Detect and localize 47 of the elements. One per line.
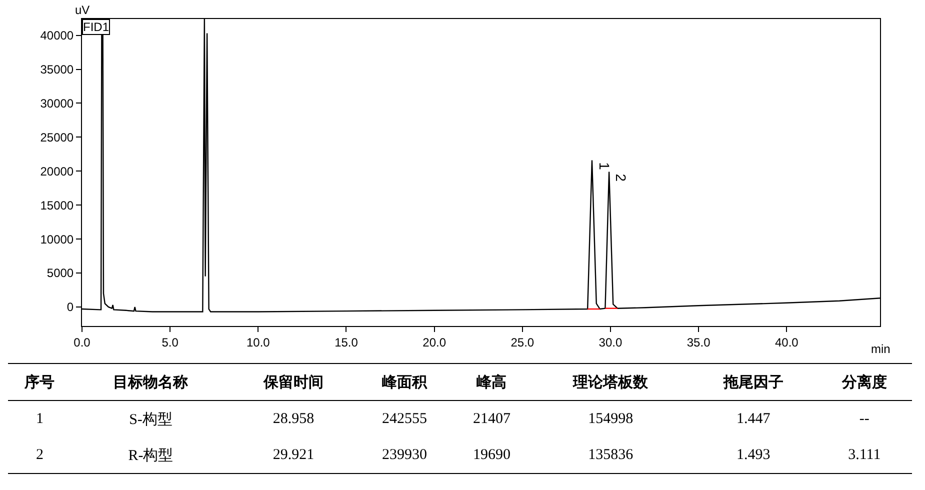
text: 135836 (531, 437, 690, 474)
y-tick-label: 25000 (40, 130, 74, 144)
text: 峰高 (452, 364, 532, 400)
text: -- (858, 410, 870, 428)
text: 理论塔板数 (531, 364, 690, 400)
y-tick-label: 15000 (40, 198, 74, 212)
y-tick-label: 20000 (40, 164, 74, 178)
text: 28.958 (272, 410, 316, 428)
y-tick-label: 35000 (40, 62, 74, 76)
text: 242555 (380, 410, 428, 428)
text: 1.447 (736, 410, 772, 428)
annotation: 1 (596, 162, 612, 170)
x-axis-title: min (871, 342, 890, 356)
text: 19690 (452, 437, 532, 474)
text: 21407 (472, 410, 512, 428)
x-tick-label: 25.0 (510, 335, 534, 350)
x-tick-label: 0.0 (74, 335, 91, 350)
y-tick-label: 5000 (46, 266, 74, 280)
text: 29.921 (230, 437, 357, 474)
text: 3.111 (816, 437, 912, 474)
text: 1.493 (690, 437, 817, 474)
x-tick-label: 15.0 (334, 335, 358, 350)
text: 目标物名称 (71, 364, 230, 400)
text: 序号 (8, 364, 72, 400)
annotation: FID1 (83, 20, 110, 34)
text: 拖尾因子 (690, 364, 817, 400)
text: R-构型 (71, 437, 230, 474)
text: 1 (34, 410, 44, 428)
y-tick-label: 0 (66, 300, 74, 314)
x-tick-label: 40.0 (774, 335, 799, 350)
x-tick-label: 5.0 (162, 335, 179, 350)
x-tick-label: 35.0 (686, 335, 711, 350)
text: 分离度 (816, 364, 912, 400)
text: 154998 (587, 410, 634, 428)
text: 239930 (356, 437, 452, 474)
text: 保留时间 (230, 364, 357, 400)
text: 峰面积 (356, 364, 452, 400)
annotation: 2 (612, 174, 629, 182)
x-tick-label: 20.0 (422, 335, 446, 350)
y-tick-label: 10000 (40, 232, 74, 246)
text: S-构型 (128, 410, 174, 430)
y-tick-label: 40000 (40, 28, 74, 42)
y-axis-title: uV (75, 3, 90, 17)
y-tick-label: 30000 (40, 96, 74, 110)
x-tick-label: 10.0 (246, 335, 270, 350)
text: 2 (8, 437, 72, 474)
x-tick-label: 30.0 (598, 335, 622, 350)
